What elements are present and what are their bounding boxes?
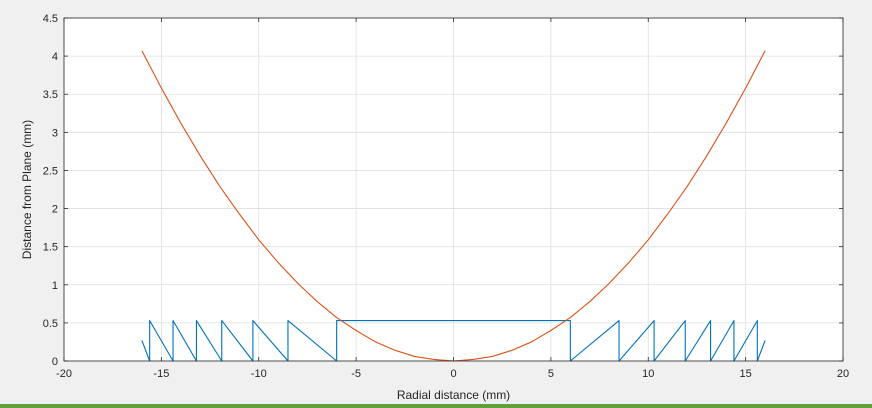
x-axis-label: Radial distance (mm) — [397, 388, 510, 402]
y-tick-label: 3.5 — [43, 89, 58, 101]
x-tick-label: 0 — [450, 368, 456, 380]
y-tick-label: 4 — [52, 51, 58, 63]
sawtooth-series-line — [141, 320, 766, 362]
x-tick-label: -10 — [251, 368, 267, 380]
x-tick-label: 15 — [740, 368, 752, 380]
y-tick-label: 4.5 — [43, 13, 58, 25]
x-tick-label: -20 — [56, 368, 72, 380]
y-tick-label: 0 — [52, 356, 58, 368]
x-tick-label: 20 — [837, 368, 849, 380]
x-tick-label: 10 — [642, 368, 654, 380]
x-tick-labels: -20 -15 -10 -5 0 5 10 15 20 — [56, 368, 849, 380]
x-tick-label: 5 — [548, 368, 554, 380]
y-axis-label: Distance from Plane (mm) — [20, 120, 34, 259]
x-tick-label: -5 — [351, 368, 361, 380]
y-tick-labels: 0 0.5 1 1.5 2 2.5 3 3.5 4 4.5 — [43, 13, 58, 368]
axis-ticks — [63, 17, 844, 362]
y-tick-label: 2.5 — [43, 165, 58, 177]
y-tick-label: 0.5 — [43, 318, 58, 330]
y-tick-label: 3 — [52, 127, 58, 139]
bottom-strip — [0, 404, 872, 408]
x-tick-label: -15 — [153, 368, 169, 380]
y-tick-label: 2 — [52, 204, 58, 216]
y-tick-label: 1 — [52, 280, 58, 292]
y-tick-label: 1.5 — [43, 242, 58, 254]
